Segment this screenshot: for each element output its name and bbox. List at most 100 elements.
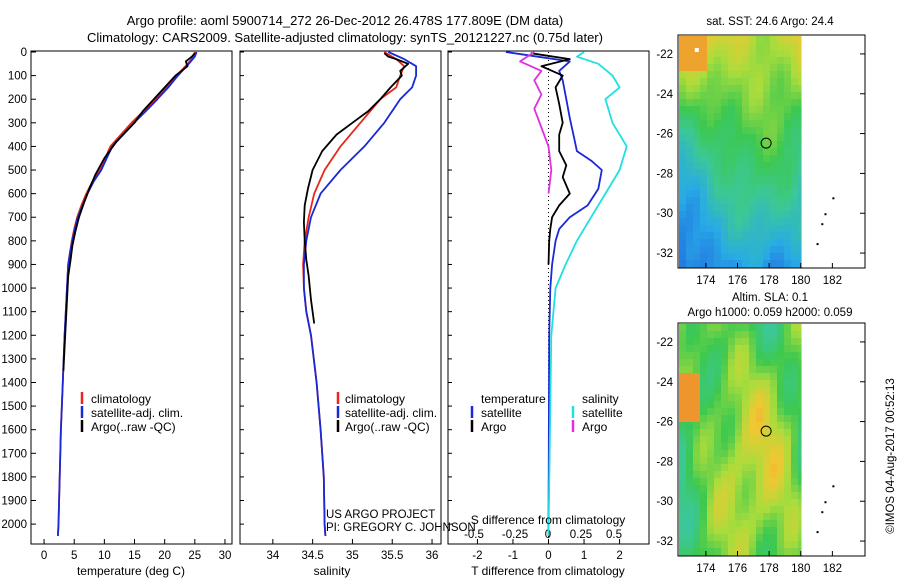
heatmap-cell [714, 387, 722, 395]
heatmap-cell [777, 183, 785, 191]
heatmap-cell [784, 246, 792, 254]
s-tick-label: 0.25 [570, 529, 592, 541]
heatmap-cell [770, 211, 778, 219]
heatmap-cell [735, 155, 743, 163]
heatmap-cell [728, 36, 736, 44]
heatmap-cell [721, 324, 729, 332]
heatmap-cell [693, 401, 701, 409]
depth-tick-label: 200 [8, 94, 27, 106]
heatmap-cell [742, 506, 750, 514]
heatmap-cell [798, 169, 803, 177]
heatmap-cell [756, 506, 764, 514]
heatmap-cell [784, 127, 792, 135]
heatmap-cell [749, 78, 757, 86]
heatmap-cell [784, 422, 792, 430]
heatmap-cell [791, 183, 799, 191]
heatmap-cell [756, 134, 764, 142]
heatmap-cell [742, 218, 750, 226]
heatmap-cell [707, 429, 715, 437]
heatmap-cell [721, 380, 729, 388]
heatmap-cell [735, 50, 743, 58]
heatmap-cell [707, 366, 715, 374]
heatmap-cell [742, 401, 750, 409]
legend-argo-label: Argo(..raw -QC) [345, 420, 430, 434]
heatmap-cell [777, 106, 785, 114]
heatmap-cell [714, 506, 722, 514]
heatmap-cell [735, 401, 743, 409]
heatmap-cell [714, 520, 722, 528]
island-dot [824, 213, 827, 216]
heatmap-cell [728, 148, 736, 156]
heatmap-cell [742, 57, 750, 65]
heatmap-cell [714, 527, 722, 535]
heatmap-cell [763, 324, 771, 332]
title-line-1: Argo profile: aoml 5900714_272 26-Dec-20… [127, 13, 564, 28]
heatmap-cell [756, 218, 764, 226]
project-label: US ARGO PROJECT [326, 509, 435, 521]
heatmap-cell [700, 443, 708, 451]
heatmap-cell [749, 246, 757, 254]
heatmap-cell [791, 548, 799, 556]
heatmap-cell [784, 141, 792, 149]
heatmap-cell [735, 422, 743, 430]
heatmap-cell [777, 134, 785, 142]
heatmap-cell [721, 520, 729, 528]
depth-tick-label: 700 [8, 212, 27, 224]
heatmap-cell [784, 380, 792, 388]
heatmap-cell [770, 99, 778, 107]
heatmap-cell [784, 113, 792, 121]
heatmap-cell [742, 513, 750, 521]
heatmap-cell [707, 380, 715, 388]
lon-tick-label: 176 [728, 275, 747, 287]
heatmap-cell [756, 225, 764, 233]
heatmap-cell [679, 211, 687, 219]
heatmap-cell [728, 92, 736, 100]
heatmap-cell [798, 99, 803, 107]
heatmap-cell [770, 120, 778, 128]
heatmap-cell [749, 211, 757, 219]
heatmap-cell [749, 359, 757, 367]
heatmap-cell [763, 436, 771, 444]
heatmap-cell [770, 331, 778, 339]
heatmap-cell [693, 99, 701, 107]
heatmap-cell [728, 155, 736, 163]
heatmap-cell [791, 113, 799, 121]
depth-tick-label: 1500 [1, 401, 27, 413]
heatmap-cell [770, 190, 778, 198]
heatmap-cell [714, 260, 722, 268]
heatmap-cell [749, 162, 757, 170]
heatmap-cell [721, 450, 729, 458]
heatmap-cell [707, 436, 715, 444]
heatmap-cell [714, 197, 722, 205]
heatmap-cell [679, 464, 687, 472]
heatmap-cell [707, 541, 715, 549]
heatmap-cell [798, 520, 803, 528]
heatmap-cell [770, 443, 778, 451]
heatmap-cell [791, 232, 799, 240]
heatmap-cell [777, 36, 785, 44]
heatmap-cell [693, 352, 701, 360]
heatmap-cell [763, 253, 771, 261]
heatmap-cell [770, 352, 778, 360]
heatmap-cell [721, 548, 729, 556]
lon-tick-label: 176 [728, 563, 747, 575]
heatmap-cell [784, 429, 792, 437]
sla-heatmap-field [679, 324, 864, 556]
heatmap-cell [756, 387, 764, 395]
heatmap-cell [679, 415, 687, 423]
heatmap-cell [742, 78, 750, 86]
heatmap-cell [714, 141, 722, 149]
heatmap-cell [679, 394, 687, 402]
x-tick-label: -2 [472, 550, 482, 562]
heatmap-cell [679, 527, 687, 535]
heatmap-cell [742, 338, 750, 346]
heatmap-cell [735, 408, 743, 416]
heatmap-cell [798, 331, 803, 339]
heatmap-cell [784, 457, 792, 465]
heatmap-cell [784, 36, 792, 44]
heatmap-cell [749, 106, 757, 114]
heatmap-cell [700, 43, 708, 51]
heatmap-cell [728, 78, 736, 86]
heatmap-cell [756, 352, 764, 360]
